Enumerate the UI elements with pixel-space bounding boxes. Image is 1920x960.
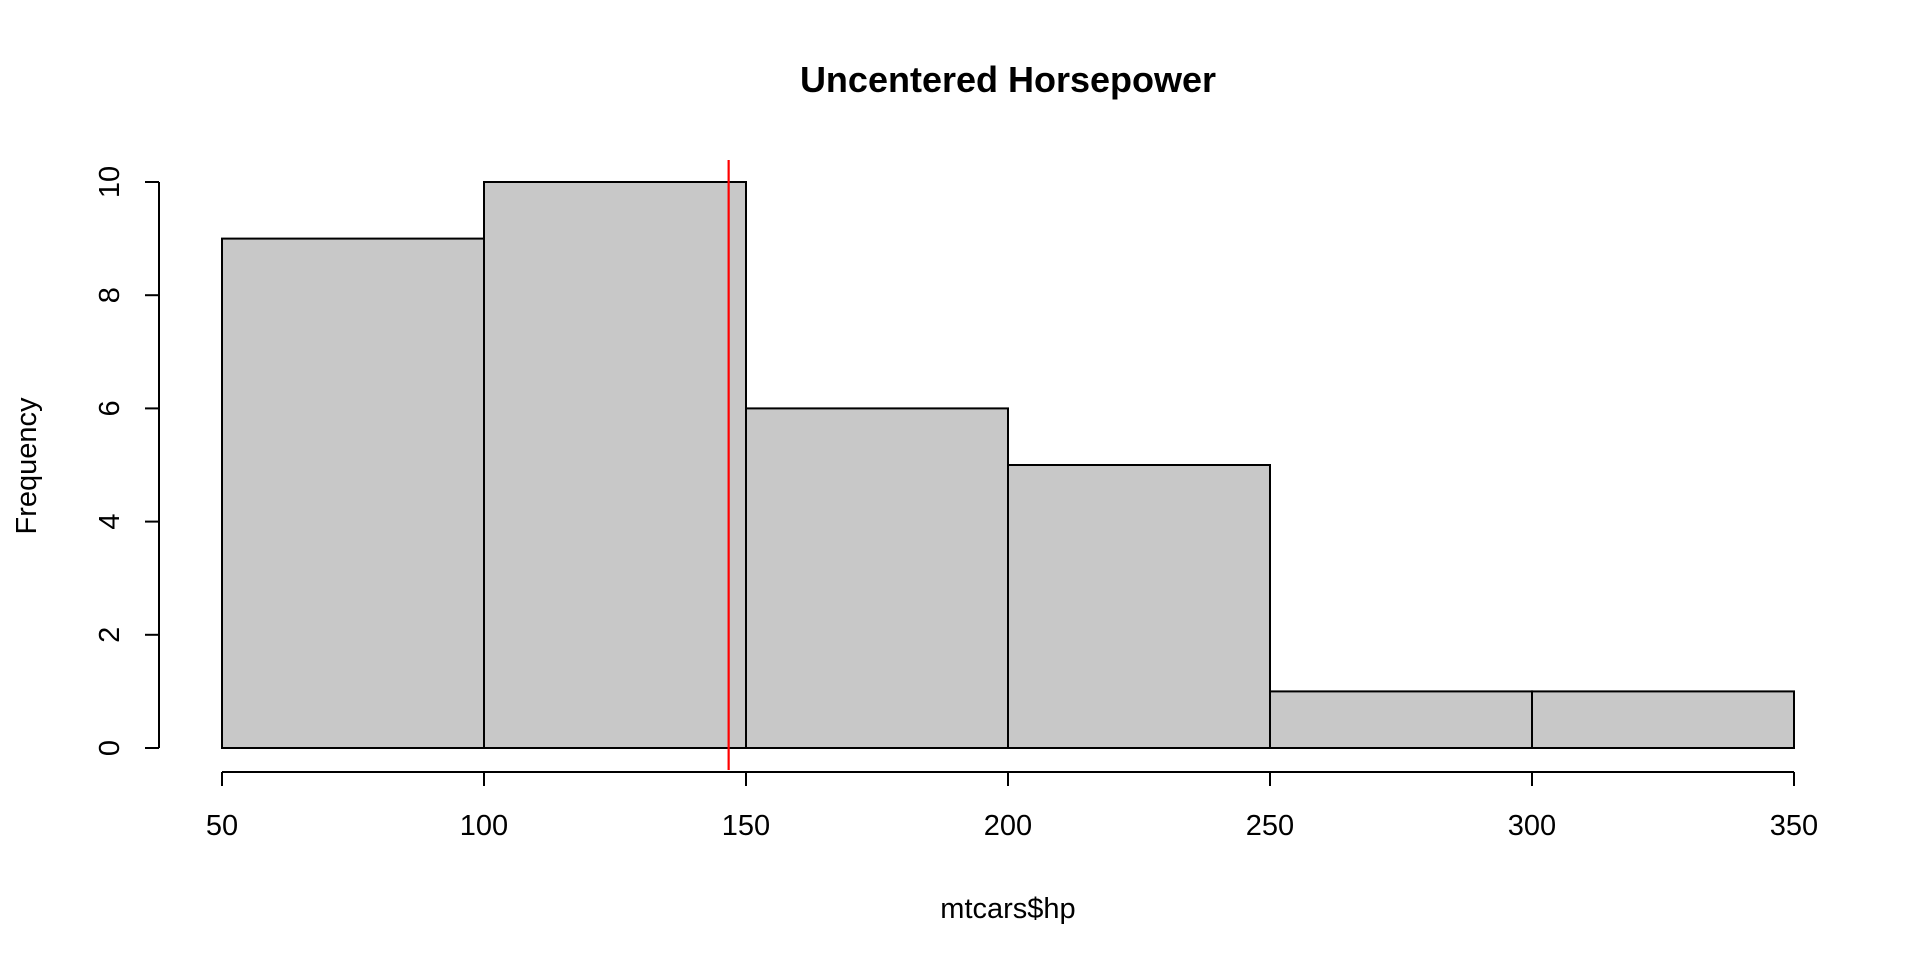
histogram-bar-5 [1269, 690, 1533, 750]
x-tick-label: 250 [1246, 810, 1294, 842]
histogram-bar-1 [221, 237, 485, 749]
y-tick-label: 2 [94, 627, 126, 643]
x-axis-label: mtcars$hp [940, 893, 1075, 925]
y-tick-label: 4 [94, 514, 126, 530]
chart-title: Uncentered Horsepower [800, 59, 1216, 100]
y-tick-label: 8 [94, 287, 126, 303]
y-tick-label: 10 [94, 166, 126, 198]
histogram-bar-6 [1531, 690, 1795, 750]
x-tick-label: 300 [1508, 810, 1556, 842]
histogram-bar-4 [1007, 464, 1271, 749]
y-axis-label: Frequency [11, 397, 43, 535]
histogram-bar-2 [483, 181, 747, 749]
x-tick-label: 150 [722, 810, 770, 842]
x-tick-label: 50 [206, 810, 238, 842]
y-tick-label: 0 [94, 740, 126, 756]
bars-group [221, 181, 1795, 750]
y-tick-label: 6 [94, 400, 126, 416]
x-tick-label: 200 [984, 810, 1032, 842]
y-axis: 0 2 4 6 8 10 [94, 166, 160, 756]
x-tick-label: 100 [460, 810, 508, 842]
histogram-bar-3 [745, 407, 1009, 749]
x-tick-label: 350 [1770, 810, 1818, 842]
x-axis: 50 100 150 200 250 300 350 [206, 771, 1818, 842]
